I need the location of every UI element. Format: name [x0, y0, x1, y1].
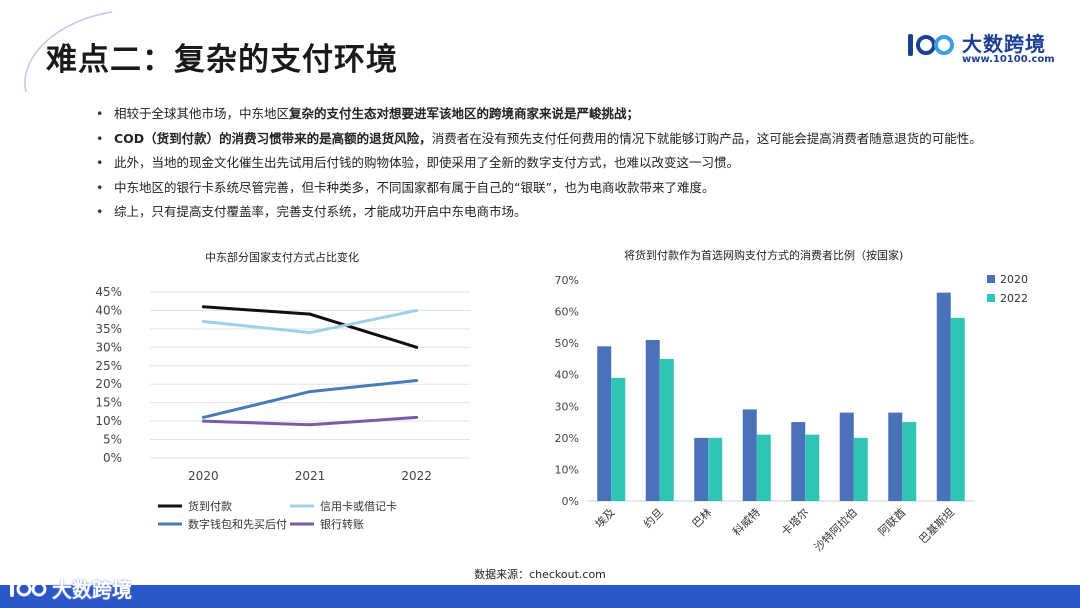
- bullet-list: 相较于全球其他市场，中东地区复杂的支付生态对想要进军该地区的跨境商家来说是严峻挑…: [96, 102, 1056, 225]
- data-point: [308, 312, 312, 316]
- legend-swatch: [987, 275, 995, 283]
- bar-2022: [611, 377, 626, 501]
- bar-2020: [742, 409, 757, 501]
- data-source: 数据来源：checkout.com: [474, 568, 606, 581]
- legend-label: 货到付款: [188, 499, 232, 513]
- legend-label: 数字钱包和先买后付: [188, 517, 287, 531]
- series-line-数字钱包和先买后付: [202, 379, 417, 419]
- bar-2020: [645, 339, 660, 501]
- bar-2020: [694, 437, 709, 501]
- y-tick-label: 0%: [562, 495, 579, 508]
- data-point: [415, 345, 419, 349]
- y-tick-label: 5%: [103, 433, 122, 447]
- bar-2020: [791, 422, 806, 501]
- y-tick-label: 40%: [555, 369, 579, 382]
- brand-name: 大数跨境: [962, 32, 1046, 56]
- y-tick-label: 10%: [555, 463, 579, 476]
- x-tick-label: 卡塔尔: [779, 506, 812, 539]
- data-point: [415, 415, 419, 419]
- data-point: [308, 423, 312, 427]
- y-tick-label: 15%: [95, 396, 122, 410]
- data-point: [201, 320, 205, 324]
- watermark: 大数跨境: [8, 574, 158, 604]
- y-tick-label: 20%: [95, 377, 122, 391]
- bar-2022: [708, 437, 723, 501]
- data-point: [308, 390, 312, 394]
- watermark-text: 大数跨境: [52, 578, 132, 602]
- line-chart: 0% 5% 10% 15% 20% 25% 30% 35% 40% 45% 2020 2021 2022…: [95, 285, 470, 531]
- y-tick-label: 45%: [95, 285, 122, 299]
- bullet-item: 相较于全球其他市场，中东地区复杂的支付生态对想要进军该地区的跨境商家来说是严峻挑…: [96, 102, 1056, 127]
- x-tick-label: 沙特阿拉伯: [811, 505, 860, 554]
- bar-2022: [853, 437, 868, 501]
- data-point: [201, 419, 205, 423]
- data-point: [201, 305, 205, 309]
- x-tick-label: 2020: [188, 469, 219, 483]
- x-tick-label: 巴基斯坦: [916, 505, 957, 546]
- y-tick-label: 40%: [95, 303, 122, 317]
- watermark-logo-icon: [10, 580, 47, 597]
- y-tick-label: 50%: [555, 337, 579, 350]
- data-point: [308, 331, 312, 335]
- bar-chart-title: 将货到付款作为首选网购支付方式的消费者比例（按国家): [624, 249, 904, 262]
- y-tick-label: 25%: [95, 359, 122, 373]
- x-tick-label: 埃及: [592, 505, 617, 530]
- y-tick-label: 60%: [555, 306, 579, 319]
- brand-url[interactable]: www.10100.com: [962, 54, 1055, 65]
- x-tick-label: 2022: [401, 469, 432, 483]
- bullet-item: COD（货到付款）的消费习惯带来的是高额的退货风险，消费者在没有预先支付任何费用…: [96, 127, 1056, 152]
- y-tick-label: 10%: [95, 414, 122, 428]
- y-tick-label: 30%: [95, 340, 122, 354]
- footer-bar: [0, 585, 1080, 608]
- data-point: [415, 379, 419, 383]
- x-tick-label: 约旦: [641, 506, 666, 531]
- x-tick-label: 2021: [295, 469, 326, 483]
- legend-label: 银行转账: [320, 517, 364, 531]
- bar-chart: 0% 10% 20% 30% 40% 50% 60% 70% 埃及 约旦 巴林 科威特 卡塔尔 沙特阿拉伯…: [555, 273, 1028, 554]
- y-tick-label: 0%: [103, 451, 122, 465]
- y-tick-label: 70%: [555, 274, 579, 287]
- bar-2020: [597, 346, 612, 501]
- x-tick-label: 巴林: [689, 505, 714, 530]
- y-tick-label: 20%: [555, 432, 579, 445]
- bullet-item: 中东地区的银行卡系统尽管完善，但卡种类多，不同国家都有属于自己的“银联”，也为电…: [96, 176, 1056, 201]
- x-tick-label: 科威特: [730, 505, 763, 538]
- y-tick-label: 30%: [555, 400, 579, 413]
- legend-swatch: [987, 294, 995, 302]
- bar-2020: [839, 412, 854, 501]
- brand-mark-icon: [908, 34, 954, 56]
- bar-2022: [756, 434, 771, 501]
- brand-logo[interactable]: 大数跨境 www.10100.com: [906, 22, 1056, 72]
- line-chart-title: 中东部分国家支付方式占比变化: [205, 251, 359, 264]
- x-tick-label: 阿联酋: [875, 505, 908, 538]
- data-point: [201, 415, 205, 419]
- legend-label: 2022: [1000, 292, 1028, 305]
- bar-2020: [936, 292, 951, 501]
- page-title: 难点二：复杂的支付环境: [46, 42, 398, 78]
- bar-2022: [805, 434, 820, 501]
- legend-label: 2020: [1000, 273, 1028, 286]
- legend-label: 信用卡或借记卡: [320, 500, 397, 513]
- bullet-item: 此外，当地的现金文化催生出先试用后付钱的购物体验，即使采用了全新的数字支付方式，…: [96, 151, 1056, 176]
- data-point: [415, 308, 419, 312]
- decorative-arc: [24, 11, 113, 93]
- bar-2022: [659, 358, 674, 501]
- bar-2020: [888, 412, 903, 501]
- bullet-item: 综上，只有提高支付覆盖率，完善支付系统，才能成功开启中东电商市场。: [96, 200, 1056, 225]
- y-tick-label: 35%: [95, 322, 122, 336]
- bar-2022: [950, 317, 965, 501]
- bar-2022: [902, 422, 917, 501]
